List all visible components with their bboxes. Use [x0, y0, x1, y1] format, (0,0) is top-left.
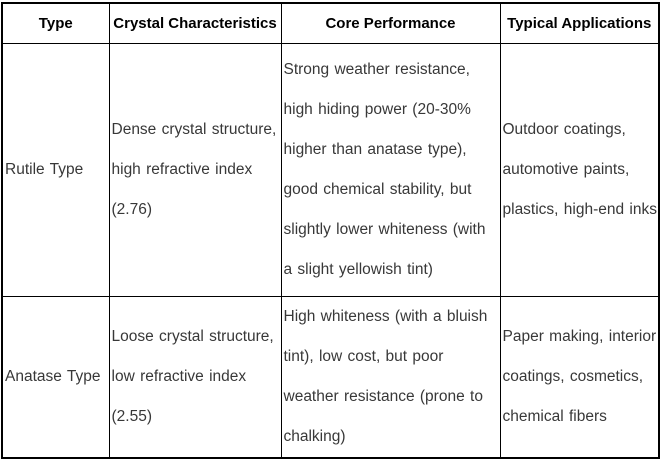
cell-rutile-typical-applications: Outdoor coatings, automotive paints, pla…: [499, 43, 660, 297]
cell-anatase-type: Anatase Type: [1, 296, 110, 459]
column-header-type: Type: [1, 2, 110, 44]
column-header-crystal-characteristics: Crystal Characteristics: [108, 2, 282, 44]
table-row-rutile: Rutile Type Dense crystal structure, hig…: [1, 43, 660, 297]
cell-rutile-type: Rutile Type: [1, 43, 110, 297]
column-header-typical-applications: Typical Applications: [499, 2, 660, 44]
table-row-anatase: Anatase Type Loose crystal structure, lo…: [1, 296, 660, 459]
cell-rutile-core-performance: Strong weather resistance, high hiding p…: [280, 43, 501, 297]
cell-anatase-core-performance: High whiteness (with a bluish tint), low…: [280, 296, 501, 459]
cell-rutile-crystal-characteristics: Dense crystal structure, high refractive…: [108, 43, 282, 297]
column-header-core-performance: Core Performance: [280, 2, 501, 44]
cell-anatase-crystal-characteristics: Loose crystal structure, low refractive …: [108, 296, 282, 459]
cell-anatase-typical-applications: Paper making, interior coatings, cosmeti…: [499, 296, 660, 459]
titanium-dioxide-comparison-table: Type Crystal Characteristics Core Perfor…: [1, 2, 660, 459]
table-header-row: Type Crystal Characteristics Core Perfor…: [1, 2, 660, 44]
